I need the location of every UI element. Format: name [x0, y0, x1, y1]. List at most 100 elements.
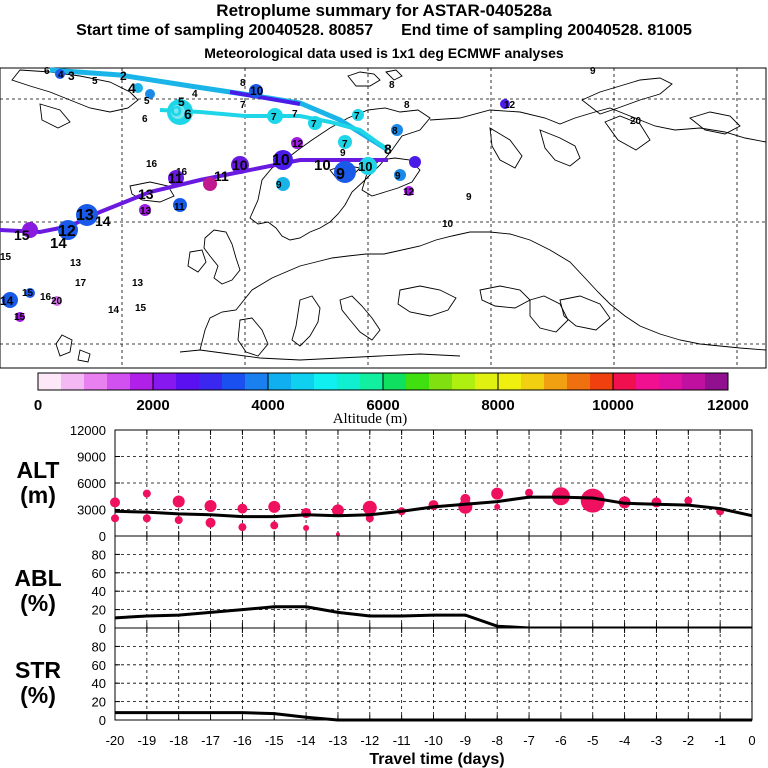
map-label: 4 — [128, 80, 136, 96]
colorbar-tick-label: 0 — [34, 397, 42, 414]
coastlines — [11, 69, 767, 363]
colorbar-tick-label: 2000 — [136, 397, 169, 414]
altitude-bubble — [362, 500, 377, 515]
map-label: 5 — [92, 76, 98, 87]
colorbar-swatch — [130, 373, 154, 390]
colorbar-swatch — [84, 373, 108, 390]
x-tick-label: -16 — [233, 733, 252, 748]
colorbar-swatch — [383, 373, 407, 390]
altitude-bubble — [237, 503, 248, 514]
trajectory-point — [52, 296, 62, 306]
map-label: 10 — [232, 157, 248, 173]
trajectory-point — [500, 99, 510, 109]
trajectory-point — [394, 169, 406, 181]
altitude-bubble — [142, 489, 151, 498]
map-frame — [0, 67, 767, 369]
x-tick-label: -15 — [265, 733, 284, 748]
map-label: 7 — [342, 139, 348, 150]
trajectory-point — [334, 161, 356, 183]
x-tick-label: -14 — [297, 733, 316, 748]
trajectory-point — [139, 204, 151, 216]
altitude-bubble — [238, 523, 247, 532]
map-label: 8 — [384, 141, 392, 157]
map-label: 15 — [22, 288, 34, 299]
map-label: 6 — [44, 66, 50, 77]
panel-ylabel: ALT (m) — [16, 457, 59, 508]
map-grid — [0, 68, 766, 368]
x-tick-label: -4 — [619, 733, 631, 748]
trajectory-point — [249, 84, 263, 98]
map-label: 10 — [442, 219, 454, 230]
colorbar-swatch — [222, 373, 246, 390]
altitude-bubble — [303, 525, 310, 532]
colorbar-swatch — [521, 373, 545, 390]
trajectory-point — [404, 186, 414, 196]
map-label: 6 — [142, 114, 148, 125]
map-label: 6 — [170, 96, 182, 121]
colorbar-swatch — [452, 373, 476, 390]
map-label: 15 — [14, 227, 30, 243]
panel-frame — [114, 535, 753, 629]
colorbar-swatch — [337, 373, 361, 390]
altitude-bubble — [458, 499, 473, 514]
altitude-bubble — [110, 497, 120, 508]
colorbar-swatch — [705, 373, 729, 390]
colorbar-swatch — [475, 373, 499, 390]
trajectory-lines — [0, 67, 390, 235]
map-label: 7 — [240, 100, 246, 111]
chart-title: Retroplume summary for ASTAR-040528a — [216, 1, 552, 20]
colorbar-swatch — [567, 373, 591, 390]
map-label: 15 — [14, 312, 26, 323]
map-label: 5 — [178, 95, 185, 109]
trajectory-point — [409, 156, 421, 168]
trajectory-blue-segment — [229, 90, 301, 106]
colorbar-swatch — [38, 373, 62, 390]
x-tick-label: -11 — [393, 733, 411, 748]
y-tick-label: 0 — [99, 529, 106, 544]
map-label: 10 — [250, 84, 264, 98]
colorbar-swatch — [314, 373, 338, 390]
map-label: 11 — [214, 168, 229, 184]
y-tick-label: 3000 — [77, 503, 106, 518]
y-tick-label: 6000 — [77, 476, 106, 491]
x-tick-label: -13 — [329, 733, 348, 748]
x-axis-label: Travel time (days) — [369, 751, 504, 768]
altitude-bubble — [684, 496, 693, 505]
map-label: 13 — [140, 206, 152, 217]
trajectory-point — [273, 150, 293, 170]
map-label: 13 — [138, 186, 154, 202]
map-label: 4 — [58, 70, 64, 81]
map-label: 9 — [466, 192, 472, 203]
end-time-label: End time of sampling 20040528. 81005 — [401, 22, 692, 39]
x-tick-label: -17 — [201, 733, 220, 748]
colorbar-swatch — [406, 373, 430, 390]
trajectory-point — [173, 198, 187, 212]
colorbar-tick-label: 6000 — [366, 397, 399, 414]
panel-abl: 80 60 40 20 0 ABL (%) — [14, 535, 753, 636]
map-label: 15 — [0, 252, 12, 263]
altitude-bubble — [268, 500, 281, 513]
colorbar-swatch — [199, 373, 223, 390]
map-label: 9 — [276, 180, 282, 191]
colorbar-tick-label: 8000 — [481, 397, 514, 414]
colorbar-tick-label: 12000 — [707, 397, 749, 414]
trajectory-points — [2, 69, 510, 322]
map-label: 9 — [336, 166, 345, 183]
colorbar-swatch — [360, 373, 384, 390]
colorbar-swatch — [176, 373, 200, 390]
x-tick-label: -3 — [651, 733, 663, 748]
map-label: 15 — [135, 303, 147, 314]
map-label: 20 — [630, 116, 642, 127]
colorbar-swatch — [429, 373, 453, 390]
altitude-bubble — [301, 508, 312, 519]
map-label: 10 — [358, 159, 372, 174]
altitude-bubble — [651, 497, 662, 508]
trajectory-point — [308, 116, 322, 130]
trajectory-purple-lower — [0, 158, 388, 235]
x-tick-label: -12 — [360, 733, 379, 748]
map-day-labels: 6 6 5 13 12 14 14 15 10 10 9 10 10 11 11… — [0, 66, 642, 323]
colorbar-swatch — [590, 373, 614, 390]
trajectory-point — [359, 157, 377, 175]
map-label: 11 — [174, 202, 185, 213]
trajectory-point — [231, 156, 249, 174]
